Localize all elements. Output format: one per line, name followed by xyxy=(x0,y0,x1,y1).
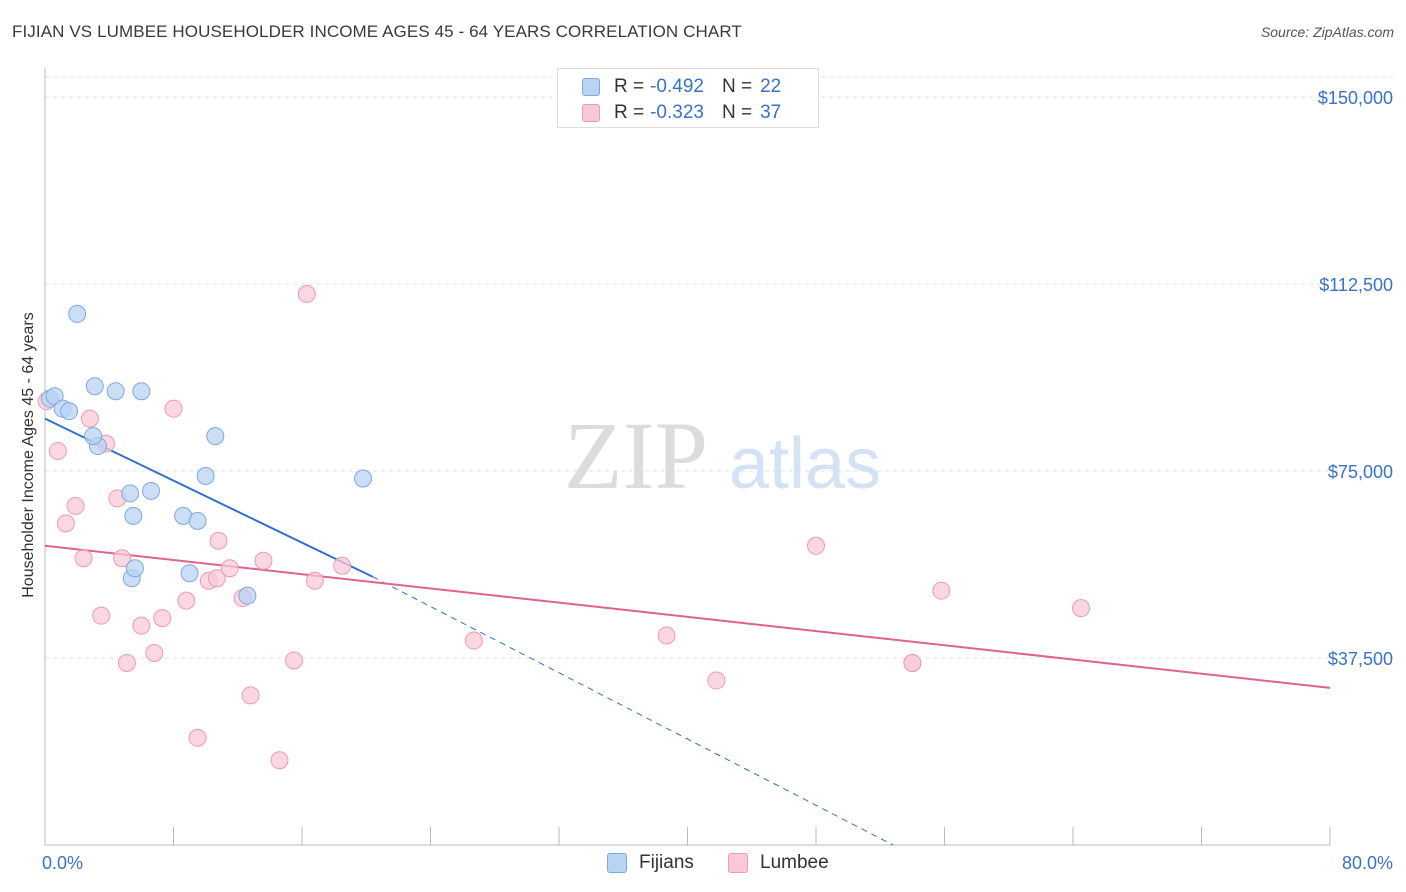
lumbee-point xyxy=(48,442,67,461)
fijians-point xyxy=(180,564,199,583)
lumbee-point xyxy=(207,569,226,588)
x-tick-label: 0.0% xyxy=(42,853,83,873)
fijians-point xyxy=(206,427,225,446)
legend-row-fijians: R = -0.492 N = 22 xyxy=(582,75,781,99)
fijians-trend-extension xyxy=(372,576,894,846)
source-label: Source: ZipAtlas.com xyxy=(1260,24,1394,40)
watermark-zip: ZIP xyxy=(564,402,708,509)
axes xyxy=(44,68,1331,846)
chart-title: FIJIAN VS LUMBEE HOUSEHOLDER INCOME AGES… xyxy=(12,22,742,41)
lumbee-legend-label: Lumbee xyxy=(760,852,829,873)
lumbee-point xyxy=(153,609,172,628)
x-tick-label: 80.0% xyxy=(1342,853,1393,873)
data-points xyxy=(37,284,1091,770)
n-value: 37 xyxy=(760,102,782,123)
lumbee-point xyxy=(220,559,239,578)
lumbee-point xyxy=(66,496,85,515)
fijians-point xyxy=(85,377,104,396)
y-tick-labels: $37,500 $75,000 $112,500 $150,000 xyxy=(1318,88,1393,669)
lumbee-point xyxy=(284,651,303,670)
fijians-point xyxy=(68,304,87,323)
lumbee-point xyxy=(254,551,273,570)
watermark-atlas: atlas xyxy=(729,424,881,504)
y-tick-label: $112,500 xyxy=(1319,275,1393,295)
gridlines xyxy=(45,76,1395,659)
lumbee-point xyxy=(117,653,136,672)
fijians-point xyxy=(238,586,257,605)
lumbee-point xyxy=(270,751,289,770)
x-tick-labels: 0.0% 80.0% xyxy=(42,853,1393,873)
fijians-point xyxy=(60,402,79,421)
fijians-point xyxy=(188,511,207,530)
n-label: N = xyxy=(721,102,753,123)
lumbee-point xyxy=(188,728,207,747)
lumbee-point xyxy=(305,571,324,590)
y-tick-label: $150,000 xyxy=(1318,88,1393,108)
fijians-point xyxy=(196,466,215,485)
lumbee-point xyxy=(297,284,316,303)
watermark: ZIP atlas xyxy=(564,402,881,509)
series-legend: Fijians Lumbee xyxy=(0,852,1406,878)
lumbee-point xyxy=(932,581,951,600)
lumbee-trend-line xyxy=(44,544,1331,689)
fijians-point xyxy=(124,506,143,525)
y-tick-label: $37,500 xyxy=(1328,649,1393,669)
fijians-point xyxy=(84,427,103,446)
lumbee-point xyxy=(80,409,99,428)
fijians-point xyxy=(132,382,151,401)
lumbee-point xyxy=(92,606,111,625)
lumbee-point xyxy=(333,556,352,575)
fijians-point xyxy=(106,382,125,401)
lumbee-swatch xyxy=(582,104,600,122)
fijians-legend-label: Fijians xyxy=(639,852,694,873)
lumbee-point xyxy=(56,514,75,533)
y-tick-label: $75,000 xyxy=(1328,462,1393,482)
fijians-swatch xyxy=(582,78,600,96)
r-value: -0.492 xyxy=(650,76,704,97)
fijians-point xyxy=(121,484,140,503)
lumbee-point xyxy=(807,536,825,555)
fijians-point xyxy=(125,559,144,578)
lumbee-point xyxy=(177,591,196,610)
lumbee-point xyxy=(1072,599,1091,618)
r-label: R = xyxy=(614,102,645,123)
lumbee-point xyxy=(164,399,183,418)
lumbee-point xyxy=(209,531,228,550)
n-value: 22 xyxy=(760,76,782,97)
lumbee-point xyxy=(113,549,132,568)
fijians-legend-swatch xyxy=(607,853,627,873)
fijians-point xyxy=(142,481,161,500)
lumbee-point xyxy=(241,686,260,705)
lumbee-point xyxy=(903,653,922,672)
lumbee-legend-swatch xyxy=(728,853,748,873)
legend-item-fijians[interactable]: Fijians xyxy=(607,852,694,874)
lumbee-point xyxy=(145,644,164,663)
lumbee-point xyxy=(74,549,93,568)
n-label: N = xyxy=(721,76,753,97)
lumbee-point xyxy=(657,626,676,645)
legend-row-lumbee: R = -0.323 N = 37 xyxy=(582,101,781,125)
stats-legend: R = -0.492 N = 22 R = -0.323 N = 37 xyxy=(557,68,819,128)
legend-item-lumbee[interactable]: Lumbee xyxy=(728,852,829,874)
lumbee-point xyxy=(132,616,151,635)
fijians-point xyxy=(354,469,373,488)
r-value: -0.323 xyxy=(650,102,704,123)
lumbee-point xyxy=(707,671,726,690)
lumbee-point xyxy=(464,631,483,650)
r-label: R = xyxy=(614,76,645,97)
